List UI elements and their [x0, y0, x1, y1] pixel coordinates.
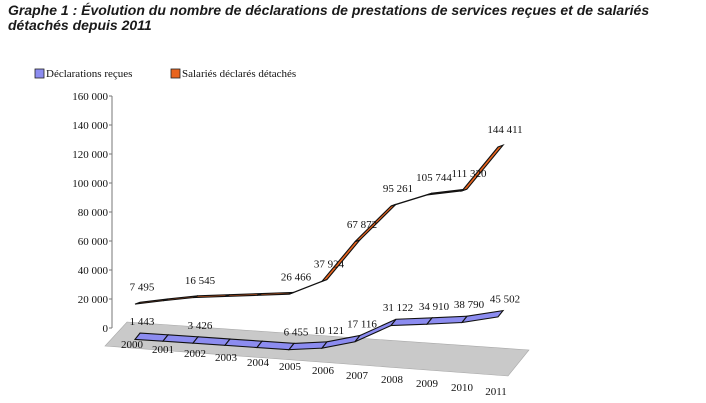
- y-tick-label: 80 000: [78, 207, 109, 219]
- ribbon-segment-salaries: [162, 295, 199, 302]
- ribbon-segment-declarations: [460, 309, 505, 324]
- data-label-salaries: 37 924: [314, 259, 345, 271]
- y-tick-label: 60 000: [78, 236, 109, 248]
- data-label-declarations: 38 790: [454, 299, 485, 311]
- x-tick-label: 2011: [485, 386, 507, 398]
- x-tick-label: 2007: [346, 370, 369, 382]
- x-tick-label: 2001: [152, 344, 174, 356]
- x-tick-label: 2010: [451, 382, 474, 394]
- data-label-declarations: 3 426: [188, 320, 213, 332]
- data-label-salaries: 7 495: [130, 281, 155, 293]
- y-tick-label: 0: [103, 323, 109, 335]
- legend-swatch-declarations: [34, 68, 45, 79]
- x-tick-label: 2000: [121, 339, 144, 351]
- ribbon-segment-salaries: [134, 298, 169, 305]
- data-label-declarations: 1 443: [130, 316, 155, 328]
- ribbon-segment-declarations: [389, 317, 434, 327]
- ribbon-segment-declarations: [223, 338, 264, 349]
- ribbon-segment-declarations: [191, 336, 232, 346]
- y-tick-label: 120 000: [72, 149, 108, 161]
- ribbon-segment-salaries: [256, 291, 295, 296]
- x-tick-label: 2009: [416, 378, 439, 390]
- data-label-salaries: 16 545: [185, 275, 216, 287]
- y-tick-labels: 160 000 140 000 120 000 100 000 80 000 60 000…: [72, 91, 112, 335]
- x-tick-label: 2003: [215, 352, 238, 364]
- ribbon-segment-declarations: [133, 332, 170, 342]
- x-tick-label: 2006: [312, 365, 335, 377]
- data-label-declarations: 10 121: [314, 325, 344, 337]
- ribbon-segment-declarations: [255, 340, 296, 351]
- x-tick-label: 2004: [247, 357, 270, 369]
- y-tick-label: 140 000: [72, 120, 108, 132]
- series-ribbons: [133, 143, 505, 351]
- x-tick-labels: 2000 2001 2002 2003 2004 2005 2006 2007 2008 2009…: [121, 339, 507, 398]
- chart-title: Graphe 1 : Évolution du nombre de déclar…: [8, 2, 650, 33]
- legend-swatch-salaries: [170, 68, 181, 79]
- data-label-salaries: 111 320: [452, 168, 487, 180]
- ribbon-segment-salaries: [426, 188, 468, 196]
- data-label-salaries: 105 744: [416, 172, 452, 184]
- data-label-declarations: 34 910: [419, 301, 450, 313]
- ribbon-segment-salaries: [192, 294, 231, 299]
- data-label-salaries: 95 261: [383, 183, 413, 195]
- y-tick-label: 20 000: [78, 294, 109, 306]
- data-label-salaries: 26 466: [281, 271, 312, 283]
- y-tick-label: 160 000: [72, 91, 108, 103]
- data-label-declarations: 6 455: [284, 326, 309, 338]
- y-tick-label: 100 000: [72, 178, 108, 190]
- chart-floor: [104, 321, 530, 377]
- legend-label-declarations: Déclarations reçues: [46, 68, 132, 80]
- data-label-declarations: 45 502: [490, 294, 520, 306]
- data-label-declarations: 31 122: [383, 302, 413, 314]
- ribbon-segment-salaries: [224, 292, 263, 298]
- data-label-salaries: 144 411: [487, 124, 522, 136]
- data-label-declarations: 17 116: [347, 318, 377, 330]
- x-tick-label: 2008: [381, 374, 404, 386]
- x-tick-label: 2005: [279, 361, 302, 373]
- data-label-salaries: 67 872: [347, 219, 377, 231]
- legend-label-salaries: Salariés déclarés détachés: [182, 68, 296, 80]
- x-tick-label: 2002: [184, 348, 206, 360]
- y-tick-label: 40 000: [78, 265, 109, 277]
- ribbon-segment-salaries: [460, 143, 505, 193]
- ribbon-segment-declarations: [161, 334, 200, 344]
- legend: Déclarations reçues Salariés déclarés dé…: [34, 68, 296, 80]
